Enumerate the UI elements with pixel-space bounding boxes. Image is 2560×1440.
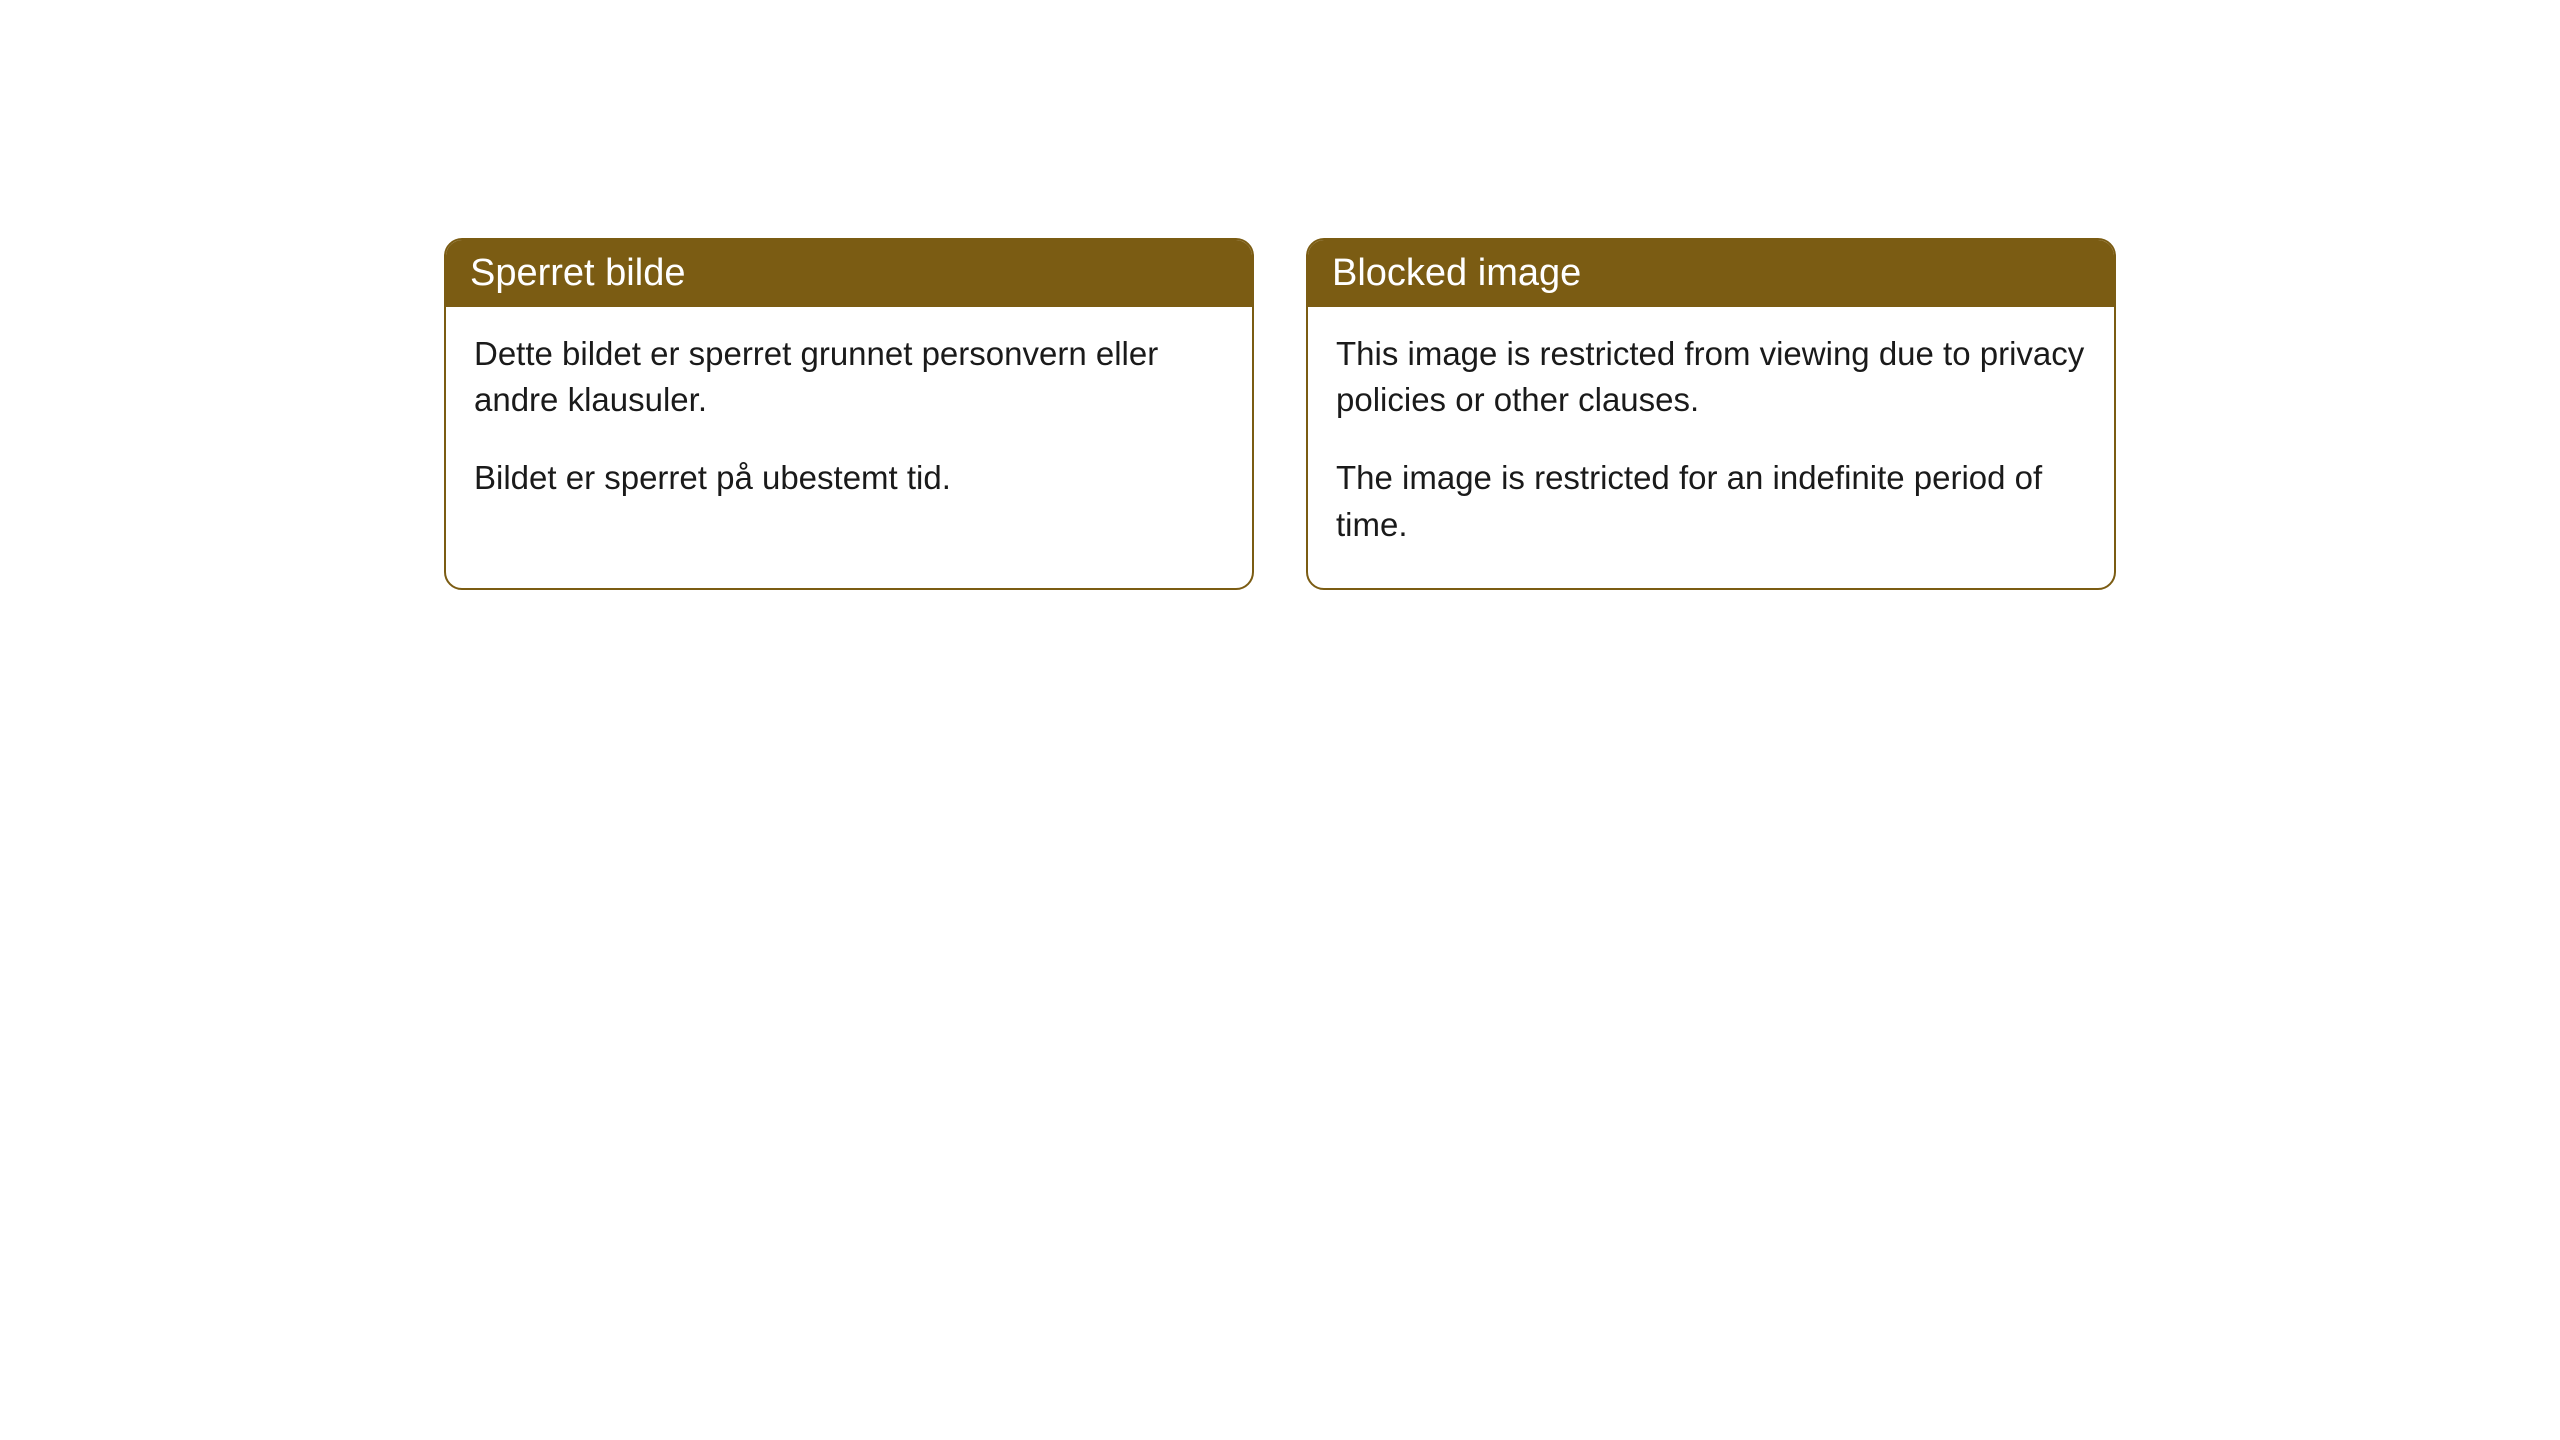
notice-container: Sperret bilde Dette bildet er sperret gr… xyxy=(444,238,2116,590)
notice-header: Sperret bilde xyxy=(446,240,1252,307)
notice-body: Dette bildet er sperret grunnet personve… xyxy=(446,307,1252,542)
notice-header: Blocked image xyxy=(1308,240,2114,307)
notice-card-norwegian: Sperret bilde Dette bildet er sperret gr… xyxy=(444,238,1254,590)
notice-paragraph-2: The image is restricted for an indefinit… xyxy=(1336,455,2086,547)
notice-body: This image is restricted from viewing du… xyxy=(1308,307,2114,588)
notice-title: Blocked image xyxy=(1332,252,1581,294)
notice-title: Sperret bilde xyxy=(470,252,685,294)
notice-card-english: Blocked image This image is restricted f… xyxy=(1306,238,2116,590)
notice-paragraph-2: Bildet er sperret på ubestemt tid. xyxy=(474,455,1224,501)
notice-paragraph-1: Dette bildet er sperret grunnet personve… xyxy=(474,331,1224,423)
notice-paragraph-1: This image is restricted from viewing du… xyxy=(1336,331,2086,423)
